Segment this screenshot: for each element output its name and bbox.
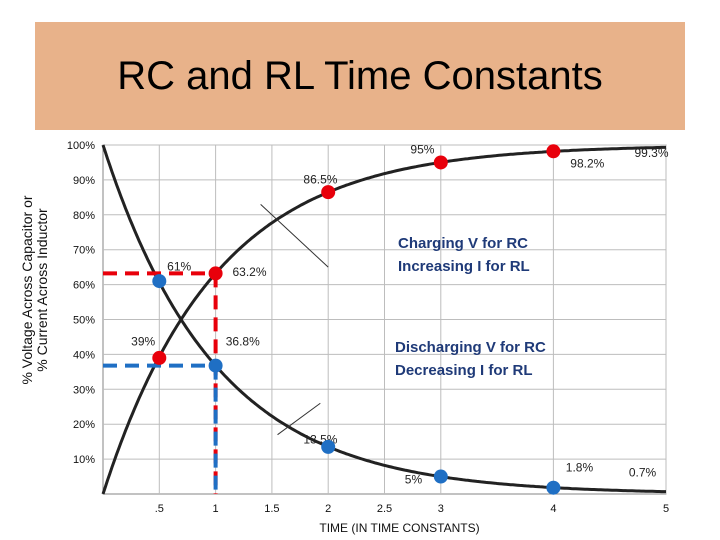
callout-pointer-discharging [277,402,321,436]
red-data-point [208,266,223,281]
x-axis-label: TIME (IN TIME CONSTANTS) [319,521,479,535]
data-label: 86.5% [303,172,337,186]
x-tick-label: 2.5 [377,503,392,515]
y-tick-label: 100% [67,140,95,152]
data-label: 95% [410,143,434,157]
y-tick-label: 10% [73,454,95,466]
red-data-point [321,185,336,200]
y-tick-label: 50% [73,315,95,327]
x-tick-label: 5 [663,503,669,515]
title-banner: RC and RL Time Constants [35,22,685,130]
y-tick-label: 30% [73,384,95,396]
x-tick-label: 4 [550,503,556,515]
blue-data-point [546,480,561,495]
charging-curve [101,145,666,495]
y-tick-label: 80% [73,210,95,222]
blue-data-point [321,439,336,454]
x-tick-label: 3 [438,503,444,515]
y-tick-label: 70% [73,245,95,257]
data-label: 39% [131,335,155,349]
x-tick-label: 2 [325,503,331,515]
callout-charging-line2: Increasing I for RL [398,258,530,275]
data-label: 99.3% [634,146,668,160]
x-tick-label: 1 [213,503,219,515]
data-label: 0.7% [629,466,657,480]
red-data-point [152,350,167,365]
x-tick-label: 1.5 [264,503,279,515]
y-tick-label: 60% [73,280,95,292]
callout-discharging-line1: Discharging V for RC [395,339,546,356]
x-tick-label: .5 [155,503,164,515]
blue-data-point [208,358,223,373]
data-label: 5% [405,473,423,487]
data-label: 61% [167,260,191,274]
callout-charging-line1: Charging V for RC [398,235,528,252]
y-tick-label: 40% [73,349,95,361]
y-tick-label: 20% [73,419,95,431]
data-label: 63.2% [232,265,266,279]
y-tick-label: 90% [73,175,95,187]
blue-data-point [152,274,167,289]
data-label: 36.8% [226,335,260,349]
red-data-point [546,144,561,159]
data-label: 98.2% [570,157,604,171]
page-title: RC and RL Time Constants [117,53,603,98]
blue-data-point [433,469,448,484]
callout-pointer-charging [260,203,329,268]
data-label: 1.8% [566,460,594,474]
callout-discharging-line2: Decreasing I for RL [395,362,533,379]
discharging-curve [101,144,666,494]
red-data-point [433,155,448,170]
